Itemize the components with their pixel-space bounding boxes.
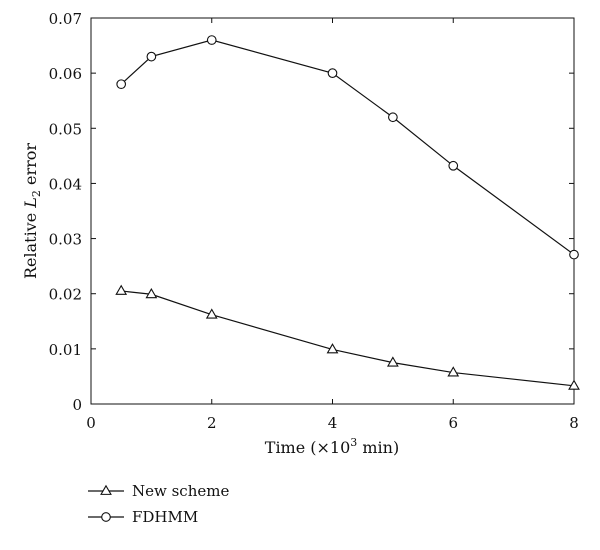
data-point-new-scheme (447, 366, 460, 377)
y-axis-label-variable: L (21, 197, 40, 209)
y-tick-label: 0.03 (49, 231, 82, 249)
y-tick-label: 0.01 (49, 341, 82, 359)
data-point-new-scheme (326, 343, 339, 354)
data-point-fdhmm (448, 160, 459, 171)
data-point-new-scheme (386, 356, 399, 367)
series-line-fdhmm (120, 39, 575, 256)
data-point-new-scheme (568, 379, 580, 390)
x-axis-label-superscript: 3 (350, 436, 357, 449)
y-tick-label: 0.02 (49, 286, 82, 304)
x-tick-label: 8 (569, 414, 579, 432)
data-point-fdhmm (146, 51, 157, 62)
data-point-fdhmm (116, 79, 127, 90)
data-point-new-scheme (205, 308, 218, 319)
x-axis-ticks: 0 2 4 6 8 (86, 18, 579, 432)
y-axis-label-subscript: 2 (30, 190, 43, 197)
x-tick-label: 6 (448, 414, 458, 432)
legend-marker-new-scheme (100, 484, 112, 495)
x-axis-label: Time (×103 min) (265, 436, 399, 457)
data-point-fdhmm (388, 112, 398, 123)
y-tick-label: 0.07 (49, 10, 82, 28)
data-point-fdhmm (327, 68, 338, 78)
y-tick-label: 0.05 (49, 120, 82, 138)
data-point-fdhmm (569, 249, 579, 260)
data-point-new-scheme (115, 284, 128, 295)
x-tick-label: 2 (207, 414, 217, 432)
x-tick-label: 0 (86, 414, 96, 432)
y-axis-label-prefix: Relative (21, 208, 40, 279)
series-layer (115, 35, 580, 390)
y-axis-label-suffix: error (21, 143, 40, 190)
x-tick-label: 4 (328, 414, 338, 432)
series-line-new-scheme (121, 290, 575, 387)
legend-label-new-scheme: New scheme (132, 482, 229, 500)
y-axis-ticks: 0 0.01 0.02 0.03 0.04 0.05 0.06 0.07 (49, 10, 574, 414)
y-axis-label: Relative L2 error (21, 143, 43, 279)
legend-marker-fdhmm (101, 512, 111, 522)
y-tick-label: 0 (72, 396, 82, 414)
legend-label-fdhmm: FDHMM (132, 508, 198, 526)
x-axis-label-suffix: min) (357, 438, 399, 457)
x-axis-label-prefix: Time (×10 (265, 438, 351, 457)
legend: New scheme FDHMM (88, 482, 229, 526)
y-tick-label: 0.04 (49, 175, 82, 193)
data-point-fdhmm (206, 35, 217, 45)
data-point-new-scheme (145, 287, 158, 299)
y-tick-label: 0.06 (49, 65, 82, 83)
